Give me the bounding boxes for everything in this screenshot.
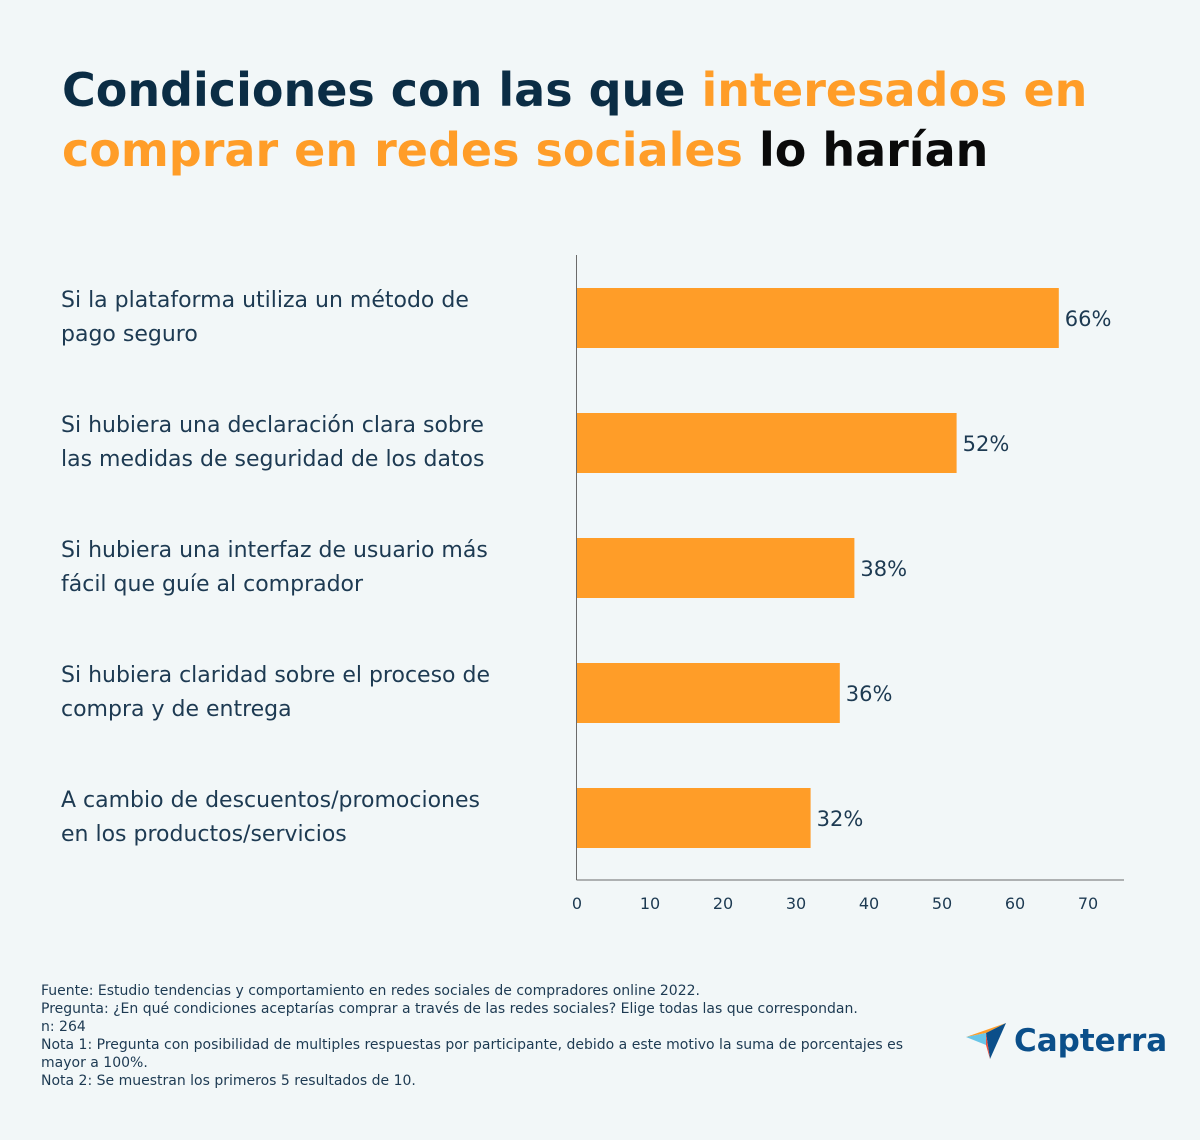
bar-1 — [577, 288, 1059, 348]
x-tick-label: 60 — [1005, 894, 1025, 913]
x-tick-label: 50 — [932, 894, 952, 913]
category-label-line: A cambio de descuentos/promociones — [61, 788, 480, 813]
category-label-5: A cambio de descuentos/promociones en los… — [61, 784, 531, 852]
capterra-arrow-icon — [966, 1023, 1006, 1059]
bar-4 — [577, 663, 840, 723]
logo-text: Capterra — [1014, 1023, 1168, 1059]
data-label-4: 36% — [846, 682, 893, 706]
footnote-note-1: Nota 1: Pregunta con posibilidad de mult… — [41, 1037, 904, 1071]
category-label-line: Si hubiera una interfaz de usuario más — [61, 538, 488, 563]
footnote-question: Pregunta: ¿En qué condiciones aceptarías… — [41, 1001, 858, 1017]
category-label-line: Si hubiera una declaración clara sobre — [61, 413, 484, 438]
bar-5 — [577, 788, 811, 848]
data-label-2: 52% — [963, 432, 1010, 456]
bar-3 — [577, 538, 855, 598]
footnote-note-2: Nota 2: Se muestran los primeros 5 resul… — [41, 1073, 416, 1089]
title-part-3: lo harían — [742, 123, 989, 177]
category-label-3: Si hubiera una interfaz de usuario más fá… — [61, 534, 531, 602]
category-label-line: las medidas de seguridad de los datos — [61, 447, 485, 472]
x-tick-label: 70 — [1078, 894, 1098, 913]
category-label-line: compra y de entrega — [61, 697, 292, 722]
capterra-logo: Capterra — [966, 1018, 1167, 1064]
x-tick-label: 10 — [640, 894, 660, 913]
x-tick-label: 40 — [859, 894, 879, 913]
x-tick-label: 30 — [786, 894, 806, 913]
data-label-3: 38% — [860, 557, 907, 581]
x-tick-label: 20 — [713, 894, 733, 913]
title-part-1: Condiciones con las que — [62, 63, 702, 117]
footnote-source: Fuente: Estudio tendencias y comportamie… — [41, 983, 700, 999]
category-label-line: Si la plataforma utiliza un método de — [61, 288, 469, 313]
title-highlight: interesados en comprar en redes sociales — [62, 63, 1088, 177]
category-label-1: Si la plataforma utiliza un método de pag… — [61, 284, 531, 352]
footnotes: Fuente: Estudio tendencias y comportamie… — [41, 982, 921, 1090]
category-label-line: en los productos/servicios — [61, 822, 347, 847]
category-label-line: fácil que guíe al comprador — [61, 572, 364, 597]
data-label-5: 32% — [817, 807, 864, 831]
page-title: Condiciones con las que interesados en c… — [62, 60, 1142, 180]
x-tick-label: 0 — [572, 894, 582, 913]
category-label-2: Si hubiera una declaración clara sobre la… — [61, 409, 531, 477]
bar-chart: 66% 52% 38% 36% 32% 0 10 20 30 40 50 60 70 — [572, 255, 1124, 913]
bar-2 — [577, 413, 957, 473]
category-label-line: Si hubiera claridad sobre el proceso de — [61, 663, 490, 688]
category-label-4: Si hubiera claridad sobre el proceso de c… — [61, 659, 531, 727]
category-label-line: pago seguro — [61, 322, 198, 347]
footnote-sample-size: n: 264 — [41, 1019, 86, 1035]
data-label-1: 66% — [1065, 307, 1112, 331]
